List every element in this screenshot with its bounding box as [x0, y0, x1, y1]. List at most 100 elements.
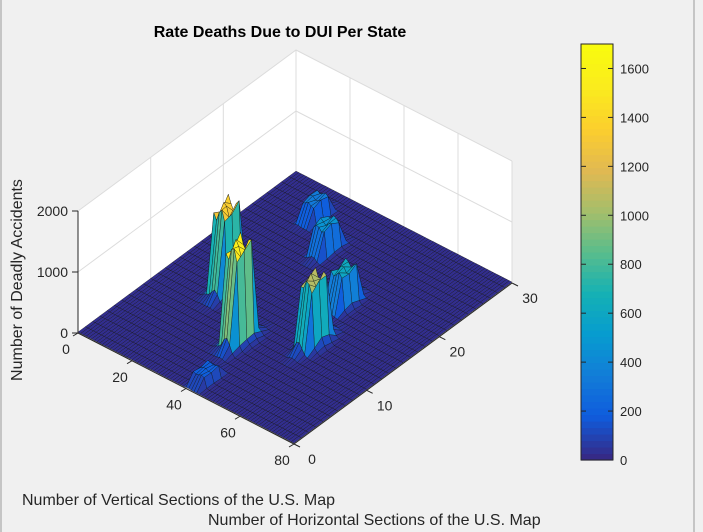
colorbar-cell	[581, 193, 613, 201]
y-tick-mark	[511, 282, 519, 287]
colorbar-cell	[581, 375, 613, 383]
z-axis-label: Number of Deadly Accidents	[9, 179, 26, 381]
axes-ticks: 0 20 40 60 80 0 10 20 30 0 1000 2000	[37, 203, 538, 468]
colorbar-cell	[581, 213, 613, 221]
colorbar-cell	[581, 135, 613, 143]
colorbar-cell	[581, 206, 613, 214]
z-tick-label: 0	[60, 325, 68, 341]
colorbar-cell	[581, 239, 613, 247]
colorbar-cell	[581, 63, 613, 71]
colorbar-cell	[581, 343, 613, 351]
y-tick-label: 20	[450, 344, 466, 360]
colorbar-tick-label: 1400	[620, 110, 649, 125]
colorbar-cell	[581, 154, 613, 162]
x-tick-mark	[288, 443, 295, 448]
colorbar-gradient	[581, 44, 613, 461]
colorbar-cell	[581, 440, 613, 448]
y-tick-label: 30	[522, 290, 538, 306]
y-tick-mark	[366, 389, 373, 394]
colorbar-cell	[581, 148, 613, 156]
colorbar-cell	[581, 297, 613, 305]
x-tick-mark	[126, 360, 133, 365]
surface-patch	[290, 436, 302, 444]
colorbar-cell	[581, 369, 613, 377]
colorbar-cell	[581, 278, 613, 286]
colorbar-cell	[581, 414, 613, 422]
surface-axes: 0 20 40 60 80 0 10 20 30 0 1000 2000	[37, 49, 538, 468]
colorbar-cell	[581, 291, 613, 299]
colorbar-cell	[581, 421, 613, 429]
colorbar-tick-label: 600	[620, 306, 642, 321]
colorbar-cell	[581, 89, 613, 97]
grid-line-z	[77, 49, 513, 212]
x-tick-mark	[180, 388, 187, 392]
colorbar-cell	[581, 271, 613, 279]
colorbar-cell	[581, 180, 613, 188]
z-tick-label: 2000	[37, 203, 68, 219]
surface-plot	[77, 170, 513, 444]
x-tick-mark	[234, 415, 241, 420]
y-tick-mark	[439, 336, 446, 341]
y-tick-label: 0	[308, 451, 316, 467]
colorbar-cell	[581, 232, 613, 240]
colorbar-frame	[580, 43, 614, 461]
y-tick-label: 10	[377, 397, 393, 413]
chart-title: Rate Deaths Due to DUI Per State	[154, 24, 407, 41]
colorbar-cell	[581, 109, 613, 117]
colorbar-cell	[581, 408, 613, 416]
colorbar-cell	[581, 388, 613, 396]
colorbar-cell	[581, 102, 613, 110]
y-tick-mark	[293, 443, 301, 448]
colorbar-cell	[581, 83, 613, 91]
x-tick-label: 40	[166, 397, 182, 413]
colorbar-cell	[581, 122, 613, 130]
colorbar-cell	[581, 128, 613, 136]
colorbar-cell	[581, 258, 613, 266]
colorbar-cell	[581, 304, 613, 312]
colorbar-cell	[581, 453, 613, 461]
x-tick-label: 0	[62, 341, 70, 357]
colorbar-cell	[581, 219, 613, 227]
x-tick-label: 80	[274, 452, 290, 468]
colorbar-cell	[581, 349, 613, 357]
colorbar-cell	[581, 323, 613, 331]
colorbar-cell	[581, 200, 613, 208]
colorbar-cell	[581, 265, 613, 273]
colorbar-cell	[581, 427, 613, 435]
colorbar-cell	[581, 76, 613, 84]
colorbar-cell	[581, 141, 613, 149]
colorbar-cell	[581, 395, 613, 403]
x-tick-label: 20	[112, 369, 128, 385]
grid-line-z	[77, 110, 513, 273]
colorbar-cell	[581, 245, 613, 253]
colorbar-cell	[581, 44, 613, 52]
colorbar-cell	[581, 174, 613, 182]
colorbar-cell	[581, 330, 613, 338]
x-tick-label: 60	[220, 424, 236, 440]
colorbar: 0 200 400 600 800 1000 1200 1400 1600	[580, 43, 649, 468]
x-axis-label: Number of Vertical Sections of the U.S. …	[22, 492, 335, 509]
colorbar-tick-label: 400	[620, 355, 642, 370]
colorbar-cell	[581, 447, 613, 455]
colorbar-tick-label: 0	[620, 453, 627, 468]
colorbar-cell	[581, 115, 613, 123]
colorbar-cell	[581, 401, 613, 409]
colorbar-tick-label: 1200	[620, 159, 649, 174]
colorbar-cell	[581, 336, 613, 344]
colorbar-cell	[581, 284, 613, 292]
colorbar-cell	[581, 161, 613, 169]
colorbar-tick-label: 800	[620, 257, 642, 272]
colorbar-cell	[581, 70, 613, 78]
colorbar-cell	[581, 310, 613, 318]
colorbar-cell	[581, 96, 613, 104]
colorbar-tick-label: 1000	[620, 208, 649, 223]
colorbar-ticks: 0 200 400 600 800 1000 1200 1400 1600	[581, 61, 649, 468]
colorbar-cell	[581, 50, 613, 58]
colorbar-tick-label: 200	[620, 404, 642, 419]
colorbar-cell	[581, 317, 613, 325]
y-axis-label: Number of Horizontal Sections of the U.S…	[208, 512, 541, 529]
colorbar-cell	[581, 434, 613, 442]
colorbar-cell	[581, 252, 613, 260]
z-tick-label: 1000	[37, 264, 68, 280]
